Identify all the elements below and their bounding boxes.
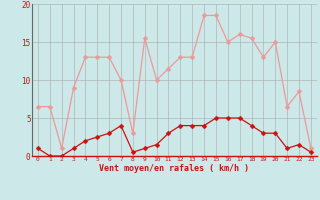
X-axis label: Vent moyen/en rafales ( km/h ): Vent moyen/en rafales ( km/h ): [100, 164, 249, 173]
